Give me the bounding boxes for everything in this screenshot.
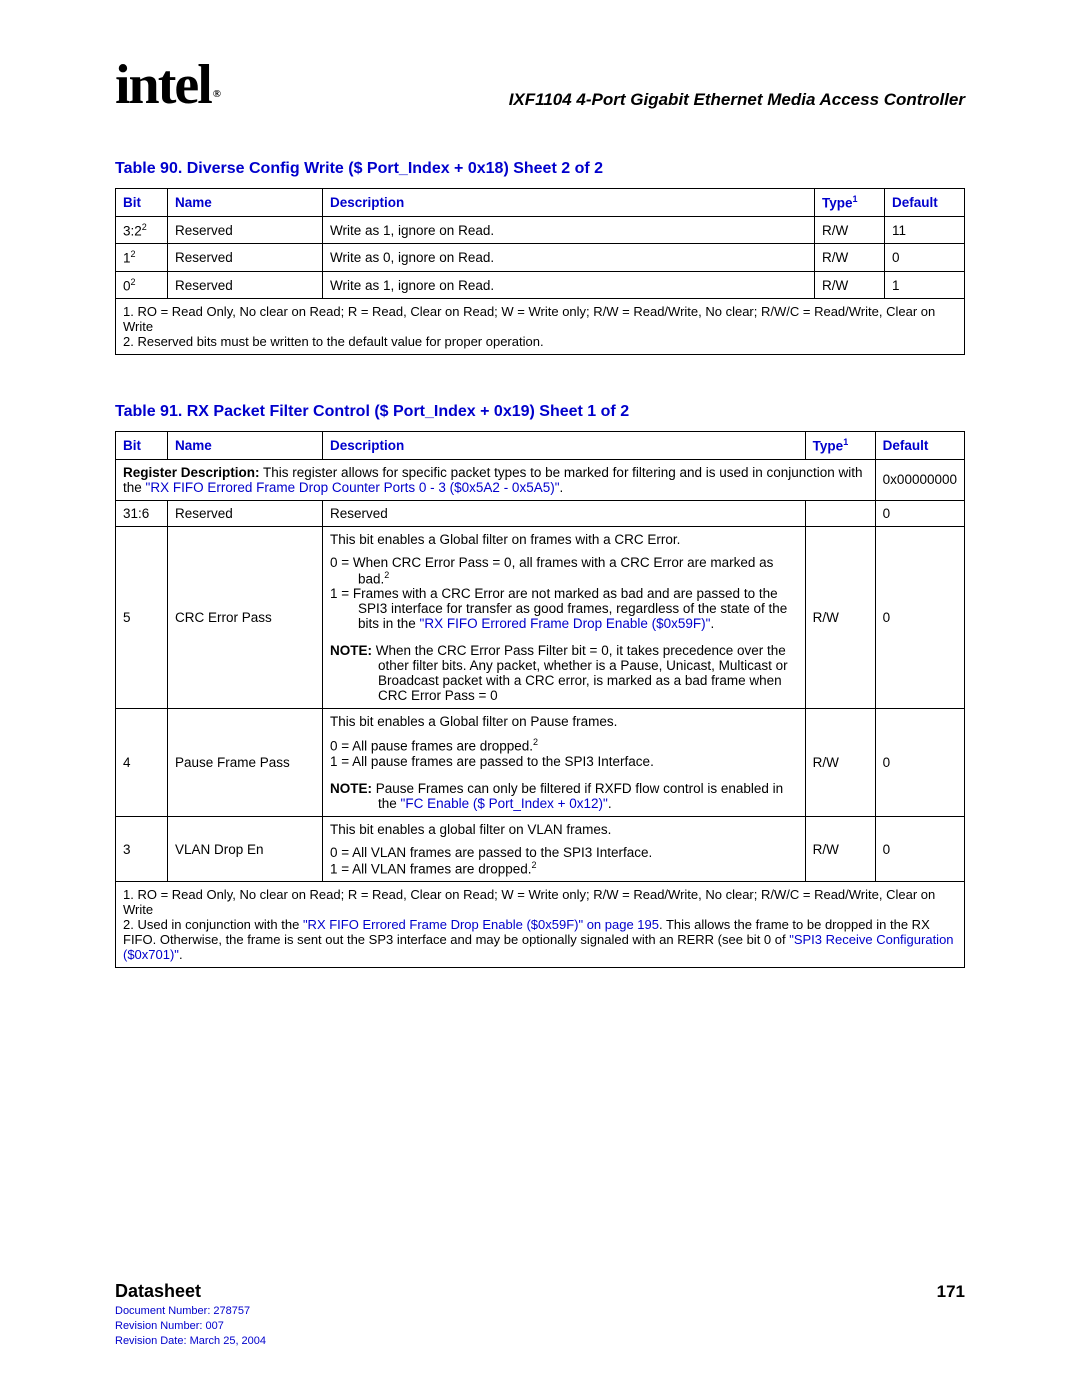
name-cell: Reserved <box>168 271 323 299</box>
desc-option: 1 = All VLAN frames are dropped.2 <box>330 860 798 877</box>
bit-cell: 3:22 <box>116 216 168 244</box>
table90-footnote-row: 1. RO = Read Only, No clear on Read; R =… <box>116 299 965 355</box>
table90-header-row: Bit Name Description Type1 Default <box>116 189 965 217</box>
desc-intro: This bit enables a Global filter on Paus… <box>330 714 798 729</box>
desc-cell: This bit enables a global filter on VLAN… <box>323 816 806 882</box>
footer-page-number: 171 <box>937 1282 965 1302</box>
desc-cell: Write as 1, ignore on Read. <box>323 271 815 299</box>
desc-cell: This bit enables a Global filter on fram… <box>323 526 806 709</box>
default-cell: 0 <box>875 526 964 709</box>
col-default-header: Default <box>875 432 964 460</box>
desc-intro: This bit enables a Global filter on fram… <box>330 532 798 547</box>
default-cell: 11 <box>885 216 965 244</box>
col-bit-header: Bit <box>116 432 168 460</box>
name-cell: Reserved <box>168 244 323 272</box>
name-cell: VLAN Drop En <box>168 816 323 882</box>
default-cell: 0 <box>875 500 964 526</box>
footer-datasheet-label: Datasheet <box>115 1281 201 1302</box>
col-type-header: Type1 <box>805 432 875 460</box>
footnote-cell: 1. RO = Read Only, No clear on Read; R =… <box>116 882 965 968</box>
type-cell: R/W <box>805 526 875 709</box>
type-cell: R/W <box>815 216 885 244</box>
type-cell <box>805 500 875 526</box>
link-text[interactable]: "FC Enable ($ Port_Index + 0x12)" <box>401 796 608 811</box>
link-text[interactable]: "RX FIFO Errored Frame Drop Counter Port… <box>146 480 560 495</box>
default-cell: 0 <box>875 709 964 817</box>
table91-footnote-row: 1. RO = Read Only, No clear on Read; R =… <box>116 882 965 968</box>
desc-cell: Write as 0, ignore on Read. <box>323 244 815 272</box>
table-row: 12 Reserved Write as 0, ignore on Read. … <box>116 244 965 272</box>
regdesc-cell: Register Description: This register allo… <box>116 459 876 500</box>
default-cell: 0 <box>875 816 964 882</box>
table-row: 31:6 Reserved Reserved 0 <box>116 500 965 526</box>
desc-option: 0 = When CRC Error Pass = 0, all frames … <box>330 555 798 587</box>
link-text[interactable]: "RX FIFO Errored Frame Drop Enable ($0x5… <box>303 917 659 932</box>
col-desc-header: Description <box>323 189 815 217</box>
desc-option: 0 = All pause frames are dropped.2 <box>330 737 798 754</box>
col-type-header: Type1 <box>815 189 885 217</box>
table-row: 3:22 Reserved Write as 1, ignore on Read… <box>116 216 965 244</box>
name-cell: Pause Frame Pass <box>168 709 323 817</box>
footnote-text: 2. Reserved bits must be written to the … <box>123 334 957 349</box>
desc-option: 1 = All pause frames are passed to the S… <box>330 754 798 769</box>
footer-rev-date: Revision Date: March 25, 2004 <box>115 1334 965 1349</box>
bit-cell: 3 <box>116 816 168 882</box>
table91: Bit Name Description Type1 Default Regis… <box>115 431 965 968</box>
page-footer: Datasheet 171 Document Number: 278757 Re… <box>115 1281 965 1349</box>
col-default-header: Default <box>885 189 965 217</box>
table90: Bit Name Description Type1 Default 3:22 … <box>115 188 965 355</box>
default-cell: 0x00000000 <box>875 459 964 500</box>
link-text[interactable]: "RX FIFO Errored Frame Drop Enable ($0x5… <box>420 616 711 631</box>
desc-note: NOTE: When the CRC Error Pass Filter bit… <box>330 643 798 703</box>
col-name-header: Name <box>168 432 323 460</box>
name-cell: Reserved <box>168 500 323 526</box>
desc-option: 0 = All VLAN frames are passed to the SP… <box>330 845 798 860</box>
type-cell: R/W <box>805 816 875 882</box>
footnote-text: 2. Used in conjunction with the "RX FIFO… <box>123 917 957 962</box>
desc-cell: Reserved <box>323 500 806 526</box>
type-cell: R/W <box>805 709 875 817</box>
intel-logo: intel® <box>115 60 217 110</box>
footnote-cell: 1. RO = Read Only, No clear on Read; R =… <box>116 299 965 355</box>
footnote-text: 1. RO = Read Only, No clear on Read; R =… <box>123 887 957 917</box>
default-cell: 1 <box>885 271 965 299</box>
bit-cell: 31:6 <box>116 500 168 526</box>
register-description-row: Register Description: This register allo… <box>116 459 965 500</box>
page-header: intel® IXF1104 4-Port Gigabit Ethernet M… <box>115 60 965 110</box>
desc-cell: Write as 1, ignore on Read. <box>323 216 815 244</box>
bit-cell: 02 <box>116 271 168 299</box>
bit-cell: 12 <box>116 244 168 272</box>
col-desc-header: Description <box>323 432 806 460</box>
bit-cell: 5 <box>116 526 168 709</box>
table91-title: Table 91. RX Packet Filter Control ($ Po… <box>115 403 965 421</box>
type-cell: R/W <box>815 244 885 272</box>
col-bit-header: Bit <box>116 189 168 217</box>
table-row: 3 VLAN Drop En This bit enables a global… <box>116 816 965 882</box>
footnote-text: 1. RO = Read Only, No clear on Read; R =… <box>123 304 957 334</box>
name-cell: CRC Error Pass <box>168 526 323 709</box>
desc-cell: This bit enables a Global filter on Paus… <box>323 709 806 817</box>
table91-header-row: Bit Name Description Type1 Default <box>116 432 965 460</box>
product-title: IXF1104 4-Port Gigabit Ethernet Media Ac… <box>509 90 965 110</box>
desc-intro: This bit enables a global filter on VLAN… <box>330 822 798 837</box>
desc-option: 1 = Frames with a CRC Error are not mark… <box>330 586 798 631</box>
table-row: 4 Pause Frame Pass This bit enables a Gl… <box>116 709 965 817</box>
default-cell: 0 <box>885 244 965 272</box>
table-row: 5 CRC Error Pass This bit enables a Glob… <box>116 526 965 709</box>
desc-note: NOTE: Pause Frames can only be filtered … <box>330 781 798 811</box>
table90-title: Table 90. Diverse Config Write ($ Port_I… <box>115 160 965 178</box>
table-row: 02 Reserved Write as 1, ignore on Read. … <box>116 271 965 299</box>
name-cell: Reserved <box>168 216 323 244</box>
footer-rev-number: Revision Number: 007 <box>115 1319 965 1334</box>
type-cell: R/W <box>815 271 885 299</box>
col-name-header: Name <box>168 189 323 217</box>
footer-doc-number: Document Number: 278757 <box>115 1304 965 1319</box>
footer-meta: Document Number: 278757 Revision Number:… <box>115 1304 965 1349</box>
bit-cell: 4 <box>116 709 168 817</box>
